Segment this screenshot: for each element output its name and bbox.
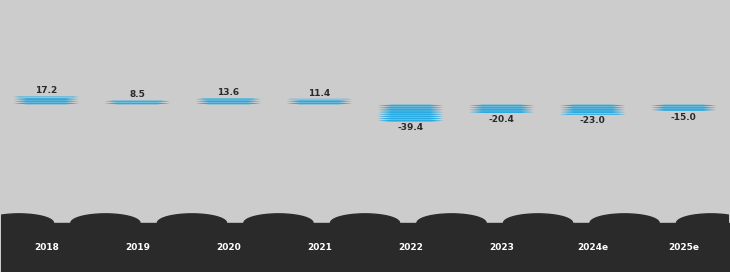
- Text: -39.4: -39.4: [397, 123, 423, 132]
- Polygon shape: [104, 103, 170, 104]
- Polygon shape: [469, 105, 534, 107]
- Polygon shape: [287, 103, 353, 104]
- Polygon shape: [469, 111, 534, 113]
- Polygon shape: [196, 98, 261, 100]
- Polygon shape: [560, 114, 626, 115]
- Polygon shape: [331, 214, 399, 223]
- Polygon shape: [560, 109, 626, 111]
- Polygon shape: [0, 214, 53, 223]
- Polygon shape: [560, 105, 626, 107]
- Text: 2025e: 2025e: [668, 243, 699, 252]
- Text: 17.2: 17.2: [35, 86, 58, 95]
- Text: 2024e: 2024e: [577, 243, 608, 252]
- Text: 13.6: 13.6: [218, 88, 239, 97]
- Text: 2018: 2018: [34, 243, 58, 252]
- Polygon shape: [377, 107, 443, 109]
- Text: 8.5: 8.5: [129, 90, 145, 99]
- Polygon shape: [560, 107, 626, 109]
- Polygon shape: [13, 103, 79, 104]
- Polygon shape: [469, 107, 534, 109]
- Polygon shape: [377, 105, 443, 107]
- Polygon shape: [651, 109, 717, 111]
- Polygon shape: [158, 214, 226, 223]
- Text: 11.4: 11.4: [308, 89, 331, 98]
- Polygon shape: [377, 118, 443, 119]
- Polygon shape: [13, 98, 79, 100]
- Polygon shape: [651, 107, 717, 109]
- Polygon shape: [377, 120, 443, 122]
- Polygon shape: [71, 214, 140, 223]
- Polygon shape: [677, 214, 730, 223]
- Polygon shape: [590, 214, 659, 223]
- Polygon shape: [560, 111, 626, 113]
- Polygon shape: [196, 103, 261, 104]
- Polygon shape: [504, 214, 572, 223]
- Polygon shape: [377, 113, 443, 115]
- Polygon shape: [377, 111, 443, 113]
- Polygon shape: [651, 105, 717, 107]
- Polygon shape: [104, 101, 170, 102]
- Text: -23.0: -23.0: [580, 116, 606, 125]
- Polygon shape: [244, 214, 313, 223]
- Polygon shape: [196, 100, 261, 102]
- Text: 2019: 2019: [125, 243, 150, 252]
- Polygon shape: [13, 100, 79, 102]
- Polygon shape: [469, 109, 534, 111]
- Polygon shape: [377, 115, 443, 117]
- Text: 2021: 2021: [307, 243, 332, 252]
- Polygon shape: [377, 109, 443, 111]
- Text: 2020: 2020: [216, 243, 241, 252]
- Text: -20.4: -20.4: [488, 115, 515, 124]
- Polygon shape: [287, 100, 353, 102]
- Text: 2022: 2022: [398, 243, 423, 252]
- Text: -15.0: -15.0: [671, 113, 696, 122]
- Text: 2023: 2023: [489, 243, 514, 252]
- Polygon shape: [417, 214, 486, 223]
